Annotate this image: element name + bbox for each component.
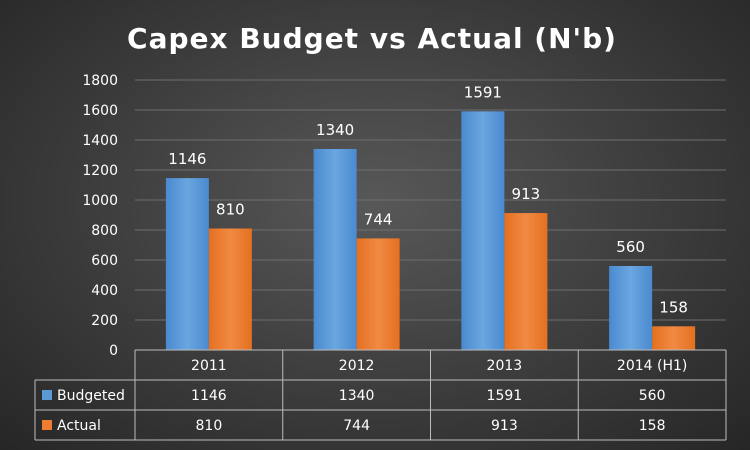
y-tick-label: 1000 — [82, 193, 118, 209]
table-cell: 1146 — [191, 388, 227, 404]
table-cell: 158 — [639, 418, 666, 434]
bar-actual — [208, 228, 252, 350]
y-tick-label: 1600 — [82, 103, 118, 119]
data-label-budgeted: 1146 — [168, 150, 206, 168]
y-axis-tick-labels: 0 200 400 600 800 1000 1200 1400 1600 1800 — [82, 73, 118, 359]
table-cell: 744 — [343, 418, 370, 434]
bar-budgeted — [461, 111, 505, 350]
legend-label-budgeted: Budgeted — [57, 388, 125, 404]
y-tick-label: 1200 — [82, 163, 118, 179]
bar-budgeted — [165, 178, 209, 350]
bars — [165, 111, 696, 350]
table-cell: 1591 — [487, 388, 523, 404]
bar-actual — [504, 213, 548, 350]
chart-title: Capex Budget vs Actual (N'b) — [127, 22, 617, 55]
table-cell: 913 — [491, 418, 518, 434]
data-label-budgeted: 1340 — [316, 121, 354, 139]
data-label-budgeted: 560 — [616, 238, 645, 256]
y-tick-label: 1400 — [82, 133, 118, 149]
y-tick-label: 400 — [91, 283, 118, 299]
data-label-actual: 744 — [364, 210, 393, 228]
table-cell: 1340 — [339, 388, 375, 404]
x-category-label: 2014 (H1) — [617, 358, 687, 374]
y-tick-label: 200 — [91, 313, 118, 329]
x-category-label: 2013 — [487, 358, 523, 374]
data-label-actual: 158 — [659, 298, 688, 316]
table-cell: 810 — [196, 418, 223, 434]
data-labels: 1146 1340 1591 560 810 744 913 158 — [168, 83, 688, 316]
y-tick-label: 600 — [91, 253, 118, 269]
y-tick-label: 1800 — [82, 73, 118, 89]
bar-budgeted — [313, 149, 357, 350]
bar-actual — [652, 326, 696, 350]
legend-key-actual — [42, 420, 52, 430]
legend-label-actual: Actual — [57, 418, 101, 434]
bar-actual — [356, 238, 400, 350]
x-category-label: 2011 — [191, 358, 227, 374]
data-label-budgeted: 1591 — [464, 83, 502, 101]
table-cell: 560 — [639, 388, 666, 404]
data-label-actual: 810 — [216, 201, 245, 219]
y-tick-label: 800 — [91, 223, 118, 239]
legend-key-budgeted — [42, 390, 52, 400]
x-category-label: 2012 — [339, 358, 375, 374]
data-label-actual: 913 — [512, 185, 541, 203]
y-tick-label: 0 — [109, 343, 118, 359]
bar-budgeted — [609, 266, 653, 350]
data-table: 2011 2012 2013 2014 (H1) Budgeted 1146 1340 159… — [34, 349, 727, 441]
